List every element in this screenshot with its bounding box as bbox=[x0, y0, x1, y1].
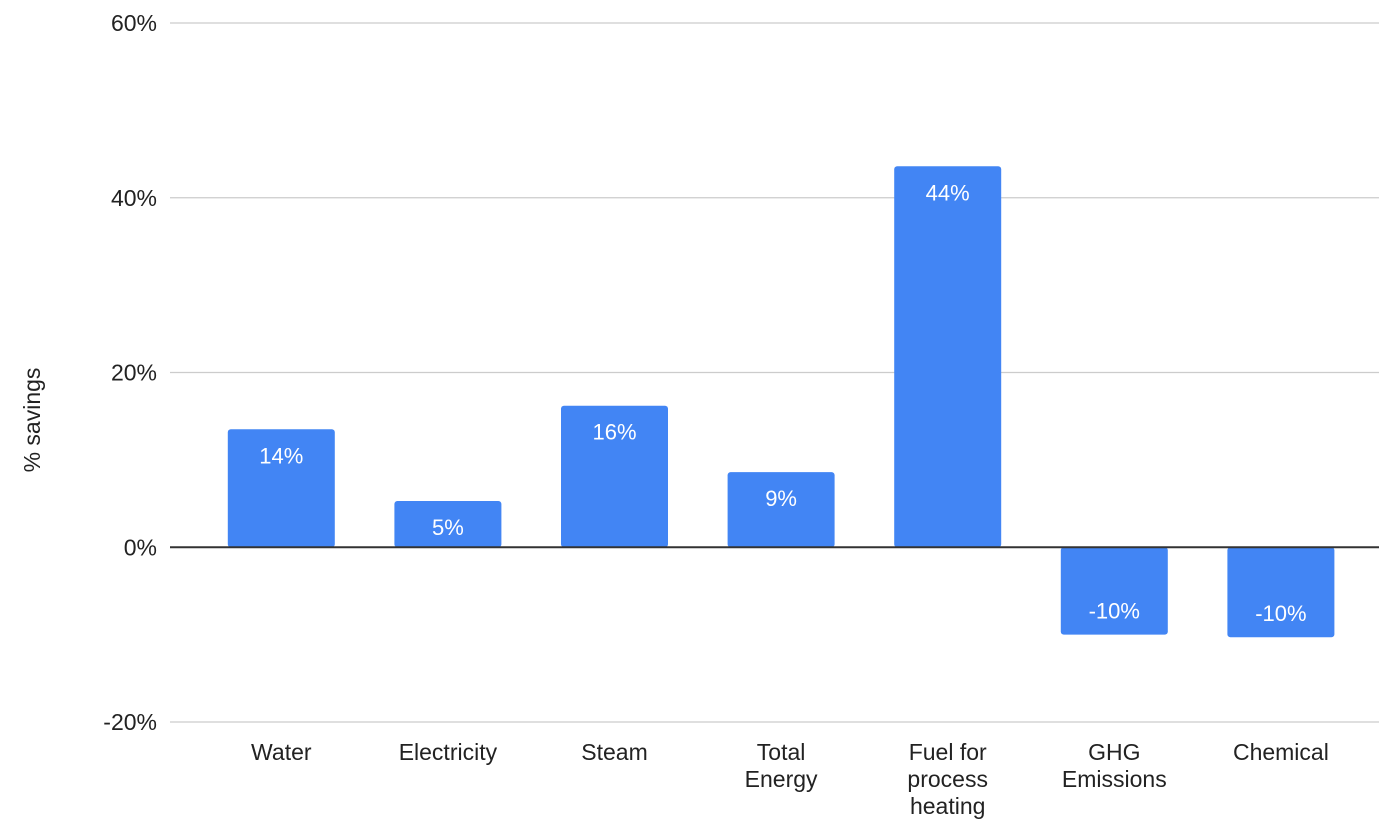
y-tick-label: -20% bbox=[103, 709, 157, 735]
bar bbox=[894, 166, 1002, 548]
x-axis-labels: Water Electricity Steam Total Energy Fuel for… bbox=[251, 739, 1329, 819]
x-category-label: GHG Emissions bbox=[1062, 739, 1167, 792]
x-category-label: Water bbox=[251, 739, 312, 765]
y-axis-ticks: -20% 0% 20% 40% 60% bbox=[103, 10, 157, 735]
x-category-label: Chemical bbox=[1233, 739, 1329, 765]
bar bbox=[227, 429, 335, 548]
data-label: 14% bbox=[259, 443, 303, 468]
x-category-label: Total Energy bbox=[745, 739, 818, 792]
data-label: -10% bbox=[1089, 599, 1140, 624]
bar bbox=[1227, 547, 1335, 638]
y-tick-label: 0% bbox=[124, 534, 157, 560]
bar bbox=[561, 405, 668, 548]
x-category-label: Electricity bbox=[399, 739, 498, 765]
data-label: 5% bbox=[432, 515, 464, 540]
bars bbox=[227, 166, 1335, 638]
bar bbox=[1060, 547, 1168, 635]
bar bbox=[394, 500, 502, 548]
data-label: 16% bbox=[592, 420, 636, 445]
data-label: -10% bbox=[1255, 601, 1306, 626]
y-tick-label: 40% bbox=[111, 185, 157, 211]
gridlines bbox=[170, 22, 1379, 723]
data-label: 9% bbox=[765, 486, 797, 511]
y-tick-label: 60% bbox=[111, 10, 157, 36]
x-category-label: Steam bbox=[581, 739, 647, 765]
bar bbox=[727, 472, 835, 548]
x-category-label: Fuel for process heating bbox=[907, 739, 988, 819]
data-label: 44% bbox=[926, 180, 970, 205]
data-labels: 14% 5% 16% 9% 44% -10% -10% bbox=[259, 180, 1306, 626]
y-tick-label: 20% bbox=[111, 360, 157, 386]
y-axis-title: % savings bbox=[19, 368, 45, 473]
